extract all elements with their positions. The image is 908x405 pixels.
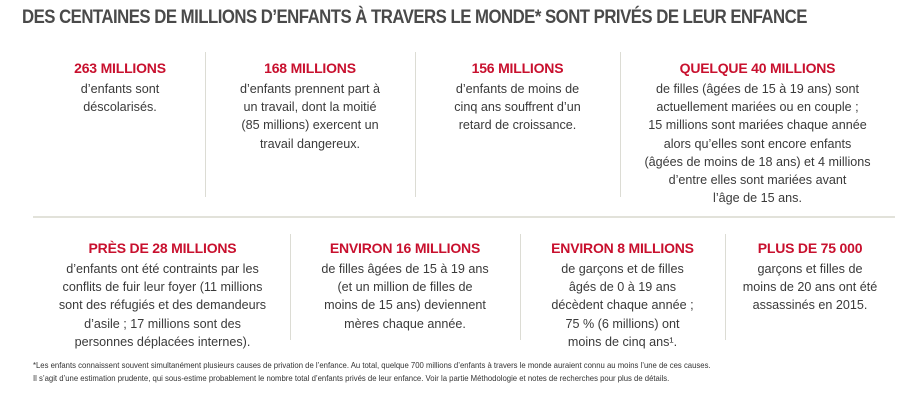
stat-headline: ENVIRON 16 MILLIONS	[329, 240, 481, 256]
title: DES CENTAINES DE MILLIONS D’ENFANTS À TR…	[22, 6, 807, 28]
stat-cell: PRÈS DE 28 MILLIONS d’enfants ont été con…	[35, 240, 290, 351]
stat-text: l’âge de 15 ans.	[713, 191, 802, 206]
stat-cell: ENVIRON 8 MILLIONS de garçons et de fille…	[520, 240, 725, 351]
column-separator	[520, 234, 521, 340]
stat-text: sont des réfugiés et des demandeurs	[58, 298, 267, 313]
stat-text: décèdent chaque année ;	[551, 298, 694, 313]
stat-text: moins de cinq ans¹.	[567, 334, 678, 349]
stat-text: de filles (âgées de 15 à 19 ans) sont	[655, 82, 860, 96]
stat-cell: 263 MILLIONS d’enfants sont déscolarisés.	[35, 60, 205, 116]
stat-headline: PRÈS DE 28 MILLIONS	[88, 240, 237, 256]
stat-text: d’enfants prennent part à	[239, 82, 381, 96]
stat-text: moins de 20 ans ont été	[742, 280, 878, 295]
column-separator	[415, 52, 416, 197]
stat-text: alors qu’elles sont encore enfants	[663, 136, 852, 151]
stat-headline: PLUS DE 75 000	[757, 240, 863, 256]
stat-text: assassinés en 2015.	[752, 298, 868, 313]
stat-cell: QUELQUE 40 MILLIONS de filles (âgées de 1…	[620, 60, 895, 207]
stat-text: travail dangereux.	[259, 136, 361, 151]
stat-text: (85 millions) exercent un	[241, 118, 379, 133]
stat-headline: 263 MILLIONS	[74, 60, 166, 76]
stat-headline: 156 MILLIONS	[471, 60, 564, 76]
stat-text: (et un million de filles de	[337, 280, 473, 295]
column-separator	[205, 52, 206, 197]
stat-text: un travail, dont la moitié	[243, 100, 377, 115]
stat-text: d’asile ; 17 millions sont des	[84, 316, 241, 331]
stat-text: d’entre elles sont mariées avant	[668, 173, 847, 188]
stat-text: (âgées de moins de 18 ans) et 4 millions	[644, 154, 871, 169]
stat-text: retard de croissance.	[458, 118, 577, 133]
stat-text: 15 millions sont mariées chaque année	[648, 118, 867, 133]
stat-text: moins de 15 ans) deviennent	[324, 298, 486, 313]
stat-text: âgés de 0 à 19 ans	[568, 280, 677, 295]
column-separator	[620, 52, 621, 197]
stat-text: 75 % (6 millions) ont	[565, 316, 680, 331]
stat-cell: 168 MILLIONS d’enfants prennent part à un …	[205, 60, 415, 153]
stat-text: personnes déplacées internes).	[74, 334, 251, 349]
column-separator	[290, 234, 291, 340]
stat-text: actuellement mariées ou en couple ;	[656, 100, 859, 115]
row-separator	[33, 216, 895, 218]
stat-cell: ENVIRON 16 MILLIONS de filles âgées de 15…	[290, 240, 520, 333]
stat-headline: 168 MILLIONS	[264, 60, 356, 76]
stat-text: de garçons et de filles	[561, 262, 684, 276]
stat-text: mères chaque année.	[344, 316, 466, 331]
stat-text: cinq ans souffrent d’un	[454, 100, 581, 115]
stat-text: d’enfants de moins de	[455, 82, 580, 96]
stat-cell: PLUS DE 75 000 garçons et filles de moins …	[725, 240, 895, 315]
column-separator	[725, 234, 726, 340]
footnote: Il s’agit d’une estimation prudente, qui…	[33, 373, 670, 383]
stat-text: déscolarisés.	[83, 100, 157, 115]
stat-text: de filles âgées de 15 à 19 ans	[321, 262, 489, 276]
stat-text: garçons et filles de	[757, 262, 863, 276]
stat-text: d’enfants ont été contraints par les	[66, 262, 259, 276]
stat-text: d’enfants sont	[80, 82, 160, 96]
stat-text: conflits de fuir leur foyer (11 millions	[62, 280, 263, 295]
stat-headline: ENVIRON 8 MILLIONS	[551, 240, 694, 256]
stat-headline: QUELQUE 40 MILLIONS	[679, 60, 836, 76]
stat-cell: 156 MILLIONS d’enfants de moins de cinq an…	[415, 60, 620, 135]
footnote: *Les enfants connaissent souvent simulta…	[33, 360, 711, 370]
